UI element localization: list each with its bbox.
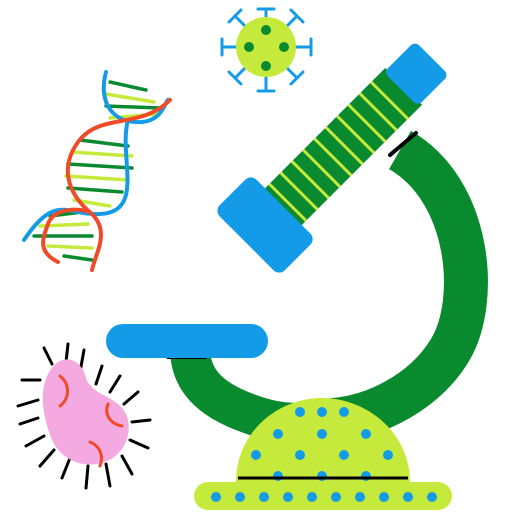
microscope-eyepiece xyxy=(386,43,447,104)
dna-strand-orange xyxy=(41,98,172,272)
virus-icon xyxy=(220,7,313,93)
dna-strand-blue xyxy=(22,70,170,242)
microscope-arm xyxy=(329,130,488,442)
microscope-foot-dots xyxy=(211,492,437,502)
microscope-tube-assembly xyxy=(217,43,447,273)
microscope-foot xyxy=(194,482,452,510)
dna-icon xyxy=(22,70,172,272)
virus-body xyxy=(236,17,296,77)
microscope-arm-joint xyxy=(388,131,418,157)
microscope-objective-block xyxy=(217,177,313,273)
virus-dots xyxy=(244,25,289,71)
bacteria-body xyxy=(42,359,129,465)
microscope-tube-stripes xyxy=(268,81,409,222)
bacteria-cilia xyxy=(16,342,152,490)
bacteria-markings xyxy=(58,374,124,468)
microscope-base-dome xyxy=(236,398,410,482)
microscope-icon xyxy=(106,43,488,510)
bacteria-icon xyxy=(16,342,152,490)
microscope-stage xyxy=(106,324,268,358)
dna-rungs xyxy=(32,80,162,262)
